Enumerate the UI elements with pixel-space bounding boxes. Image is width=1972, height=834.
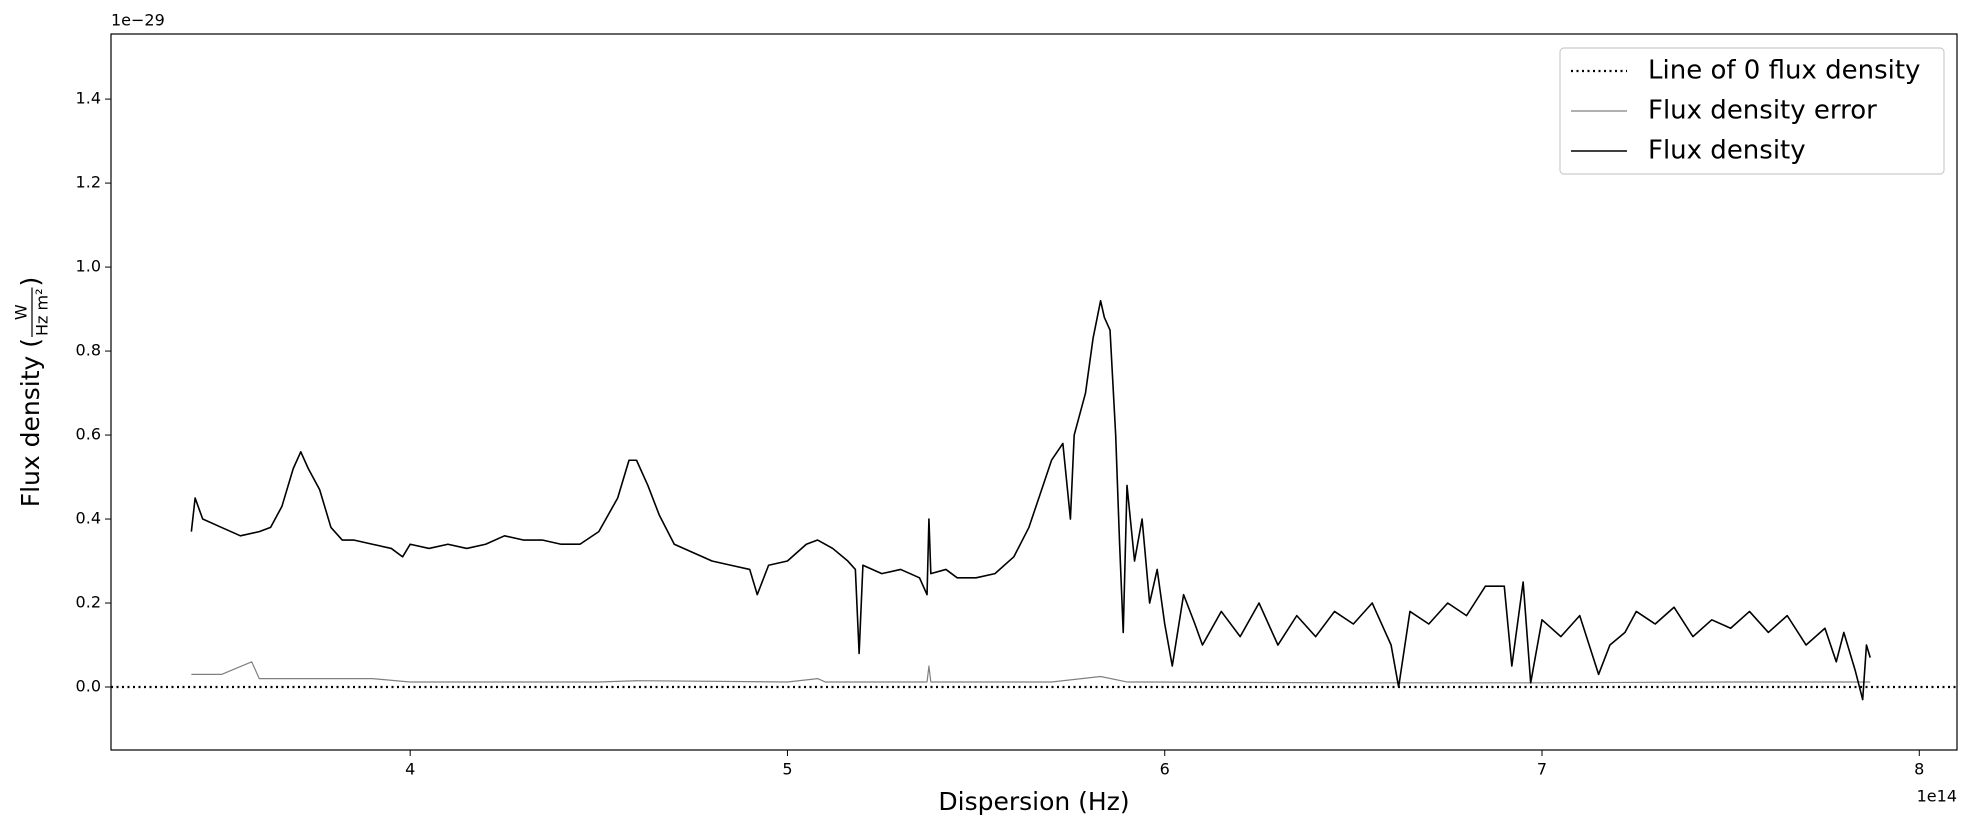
y-tick-label: 0.2 xyxy=(76,593,101,612)
legend-box xyxy=(1559,47,1945,175)
y-axis-label: Flux density ( W Hz m²) xyxy=(12,277,52,508)
y-tick-label: 0.8 xyxy=(76,341,101,360)
series-line xyxy=(190,299,1871,701)
x-tick-label: 5 xyxy=(782,760,792,779)
legend-label: Flux density error xyxy=(1648,96,1877,126)
y-tick-label: 1.0 xyxy=(76,257,101,276)
legend-label: Line of 0 flux density xyxy=(1648,56,1920,86)
y-tick-label: 0.0 xyxy=(76,677,101,696)
y-label-text: Flux density ( xyxy=(16,338,45,507)
y-label-den: Hz m² xyxy=(33,288,52,336)
series-line xyxy=(191,661,1871,684)
y-tick-label: 0.6 xyxy=(76,425,101,444)
y-label-text: ) xyxy=(16,277,45,287)
y-tick-label: 1.2 xyxy=(76,173,101,192)
plot-frame xyxy=(110,33,1958,751)
y-tick-label: 0.4 xyxy=(76,509,101,528)
plot-area xyxy=(111,299,1957,701)
x-tick-label: 6 xyxy=(1160,760,1170,779)
x-tick-label: 4 xyxy=(405,760,415,779)
x-axis-label: Dispersion (Hz) xyxy=(938,787,1129,816)
x-tick-label: 7 xyxy=(1537,760,1547,779)
y-tick-label: 1.4 xyxy=(76,89,101,108)
x-tick-label: 8 xyxy=(1914,760,1924,779)
legend-label: Flux density xyxy=(1648,136,1806,166)
y-label-num: W xyxy=(12,304,31,320)
x-offset-label: 1e14 xyxy=(1917,787,1957,806)
y-offset-label: 1e−29 xyxy=(111,11,165,30)
